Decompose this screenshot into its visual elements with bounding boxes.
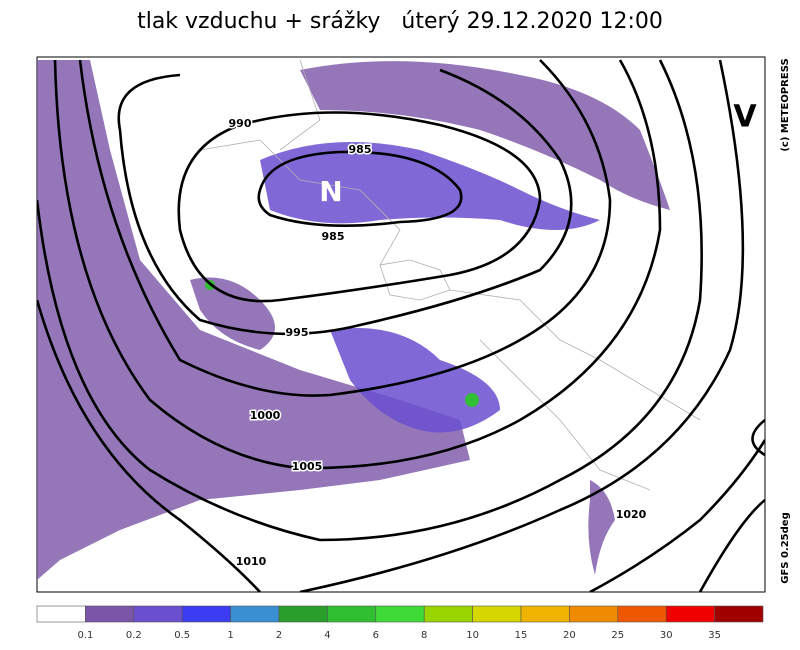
isobar-label: 990 <box>229 117 252 130</box>
legend-label: 25 <box>611 630 624 641</box>
legend-swatch <box>85 605 135 623</box>
legend-swatch <box>278 605 328 623</box>
legend-swatch <box>569 605 619 623</box>
isobar-label: 995 <box>286 326 309 339</box>
legend-swatch <box>375 605 425 623</box>
legend-swatch <box>327 605 377 623</box>
legend-label: 4 <box>324 630 330 641</box>
legend-swatch <box>230 605 280 623</box>
isobar-label: 1000 <box>250 409 281 422</box>
legend-swatch <box>665 605 715 623</box>
isobar-label: 985 <box>349 143 372 156</box>
model-label: GFS 0.25deg <box>780 512 791 584</box>
high-pressure-center: V <box>733 100 757 135</box>
legend-swatch <box>617 605 667 623</box>
legend-label: 20 <box>563 630 576 641</box>
legend-label: 0.5 <box>174 630 190 641</box>
precipitation-legend: 0.1 0.2 0.5 1 2 4 6 8 10 15 20 25 30 35 <box>36 605 764 641</box>
legend-label: 1 <box>227 630 233 641</box>
legend-label: 15 <box>515 630 528 641</box>
legend-swatch <box>423 605 473 623</box>
legend-swatch <box>36 605 86 623</box>
isobars <box>37 59 765 592</box>
legend-swatch <box>714 605 764 623</box>
legend-label: 6 <box>373 630 379 641</box>
legend-swatch <box>133 605 183 623</box>
legend-label: 35 <box>708 630 721 641</box>
legend-swatch <box>181 605 231 623</box>
isobar-label: 1005 <box>292 460 323 473</box>
isobar-label: 985 <box>322 230 345 243</box>
isobar-label: 1010 <box>236 555 267 568</box>
legend-label: 30 <box>660 630 673 641</box>
legend-label: 10 <box>466 630 479 641</box>
credit: (c) METEOPRESS <box>780 58 791 151</box>
legend-swatch <box>472 605 522 623</box>
precipitation <box>37 60 670 580</box>
low-pressure-center: N <box>319 175 342 208</box>
country-borders <box>199 59 701 491</box>
legend-label: 0.1 <box>77 630 93 641</box>
legend-label: 0.2 <box>126 630 142 641</box>
legend-label: 8 <box>421 630 427 641</box>
isobar-label: 1020 <box>616 508 647 521</box>
legend-label: 2 <box>276 630 282 641</box>
map-area: 990 985 985 995 1000 1005 1010 1020 N V … <box>36 56 791 593</box>
map-title: tlak vzduchu + srážky úterý 29.12.2020 1… <box>137 9 663 34</box>
legend-swatch <box>520 605 570 623</box>
